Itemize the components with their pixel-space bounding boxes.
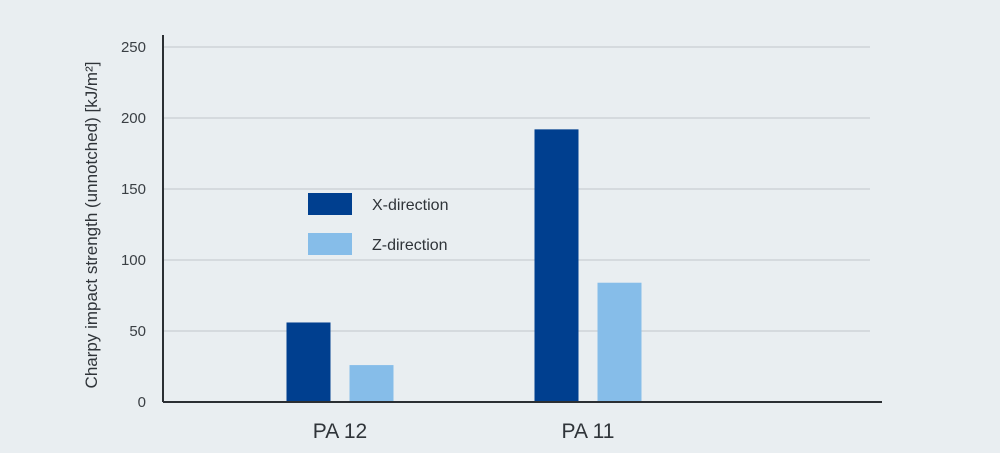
y-tick-label: 50 [129,323,146,340]
x-category-label: PA 11 [562,420,615,443]
y-tick-label: 200 [121,110,146,127]
bars [286,129,642,403]
legend-swatch [308,233,352,255]
legend-label: X-direction [372,197,448,214]
bar-pa12-x-direction [286,322,331,402]
legend-label: Z-direction [372,237,448,254]
x-axis-categories: PA 12 PA 11 [313,420,615,443]
legend-swatch [308,193,352,215]
legend: X-direction Z-direction [308,193,448,255]
bar-pa12-z-direction [349,365,394,402]
y-tick-label: 100 [121,252,146,269]
bar-pa11-z-direction [597,282,642,402]
x-category-label: PA 12 [313,420,368,443]
y-axis-ticks: 0 50 100 150 200 250 [121,39,146,411]
y-axis-label: Charpy impact strength (unnotched) [kJ/m… [82,62,101,389]
y-tick-label: 150 [121,181,146,198]
y-tick-label: 250 [121,39,146,56]
gridlines [163,46,870,332]
y-tick-label: 0 [138,394,146,411]
bar-pa11-x-direction [534,129,579,403]
